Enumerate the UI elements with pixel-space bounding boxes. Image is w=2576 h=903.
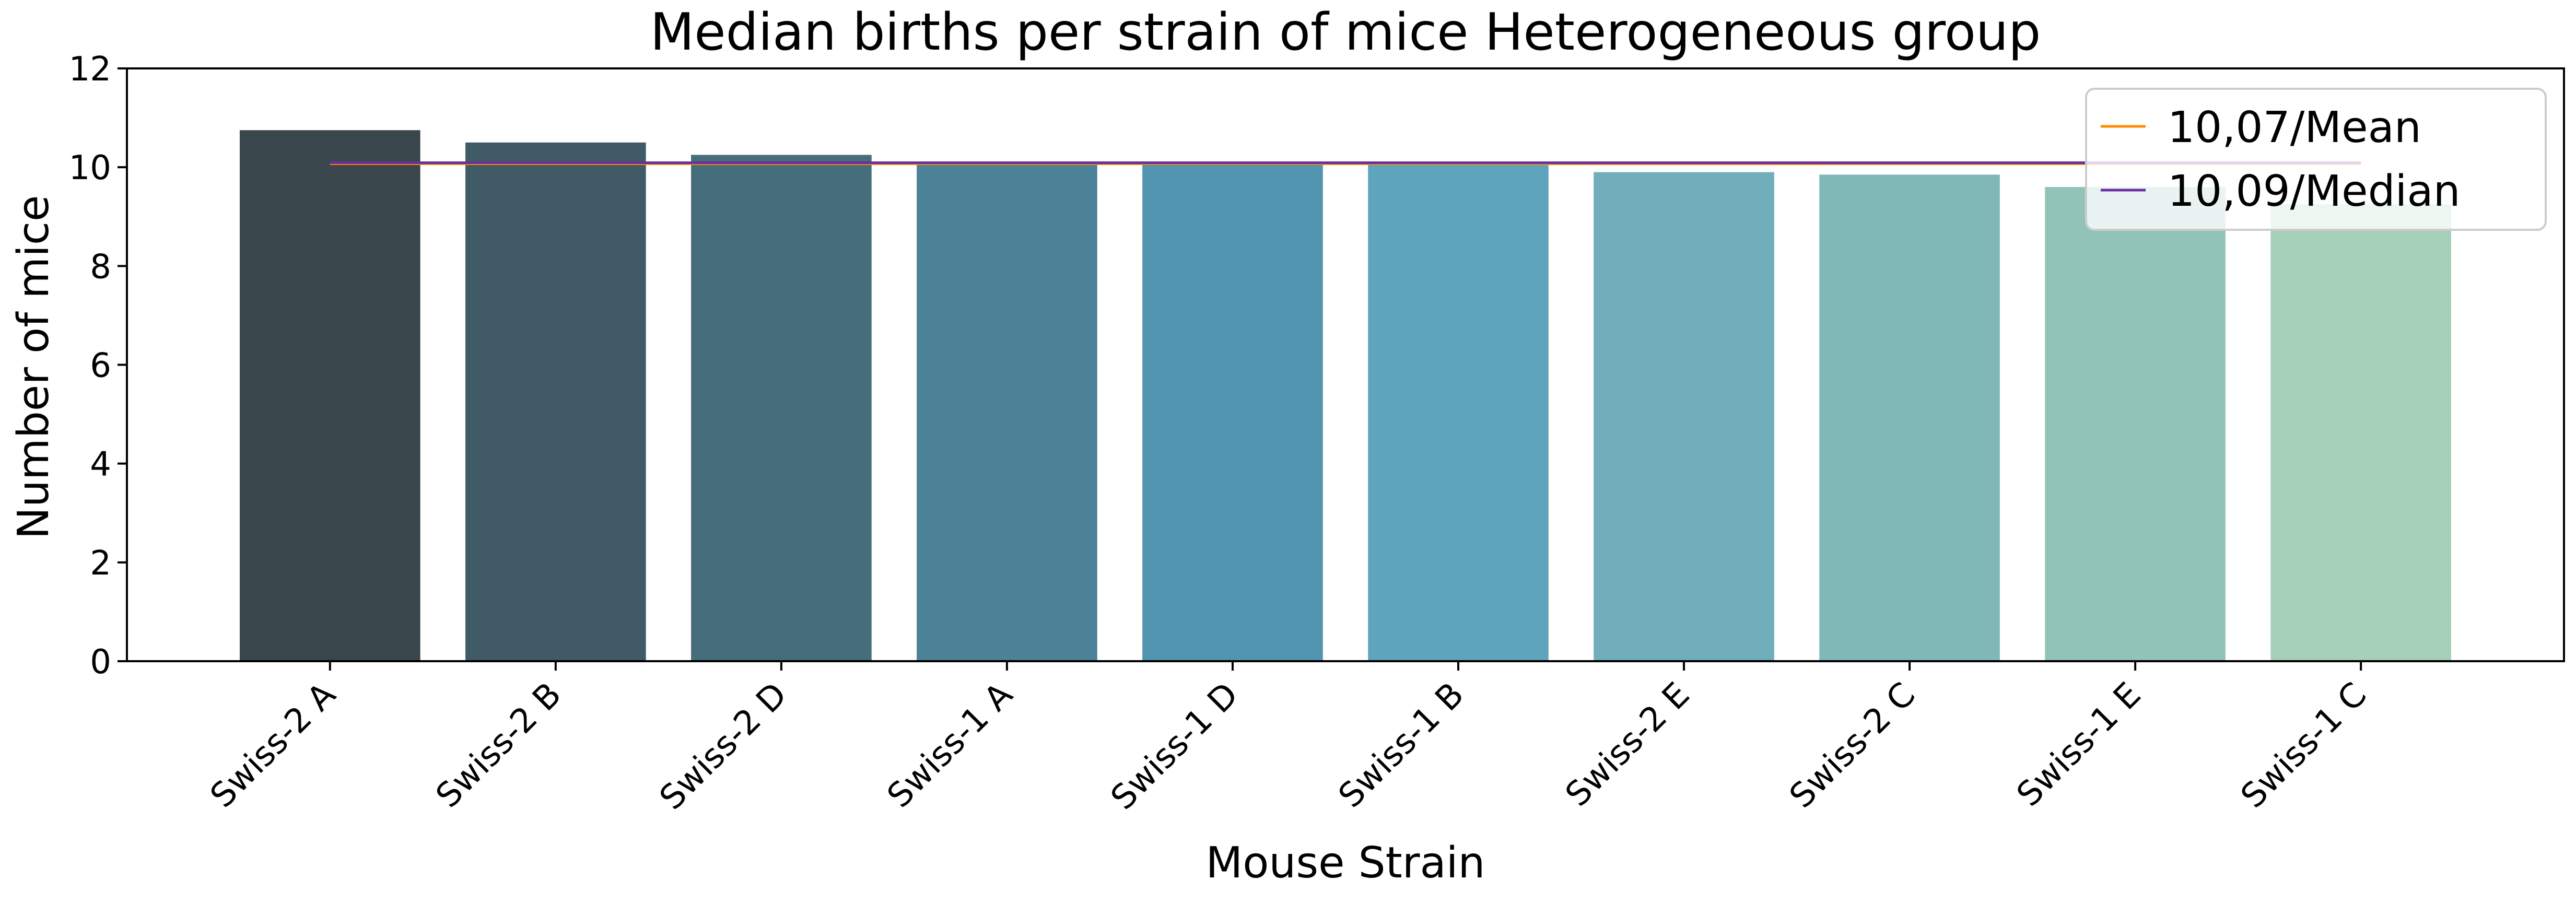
y-tick-label: 4: [90, 445, 111, 484]
y-tick-label: 0: [90, 643, 111, 682]
legend-label: 10,09/Median: [2168, 167, 2461, 216]
bar: [1594, 172, 1774, 661]
bar: [1819, 174, 2000, 662]
bar: [917, 162, 1097, 661]
bar: [2045, 187, 2226, 661]
y-tick-label: 6: [90, 347, 111, 385]
bars-layer: [240, 130, 2451, 662]
y-tick-label: 8: [90, 248, 111, 286]
legend-label: 10,07/Mean: [2168, 103, 2421, 153]
legend: 10,07/Mean 10,09/Median: [2085, 88, 2547, 231]
bar: [240, 130, 420, 661]
bar: [691, 155, 872, 661]
x-axis-label: Mouse Strain: [1205, 838, 1485, 888]
bar: [2270, 204, 2451, 662]
y-axis-label: Number of mice: [9, 195, 58, 540]
y-tick-label: 12: [69, 50, 111, 89]
legend-box: [2085, 88, 2547, 231]
y-axis: 0 2 4 6 8 10 12: [69, 50, 127, 682]
y-tick-label: 2: [90, 544, 111, 583]
y-tick-label: 10: [69, 149, 111, 187]
reference-lines-layer: [330, 161, 2361, 166]
bar: [1368, 163, 1549, 661]
bar: [1142, 163, 1323, 662]
chart-title: Median births per strain of mice Heterog…: [650, 3, 2041, 62]
bar: [465, 142, 646, 661]
